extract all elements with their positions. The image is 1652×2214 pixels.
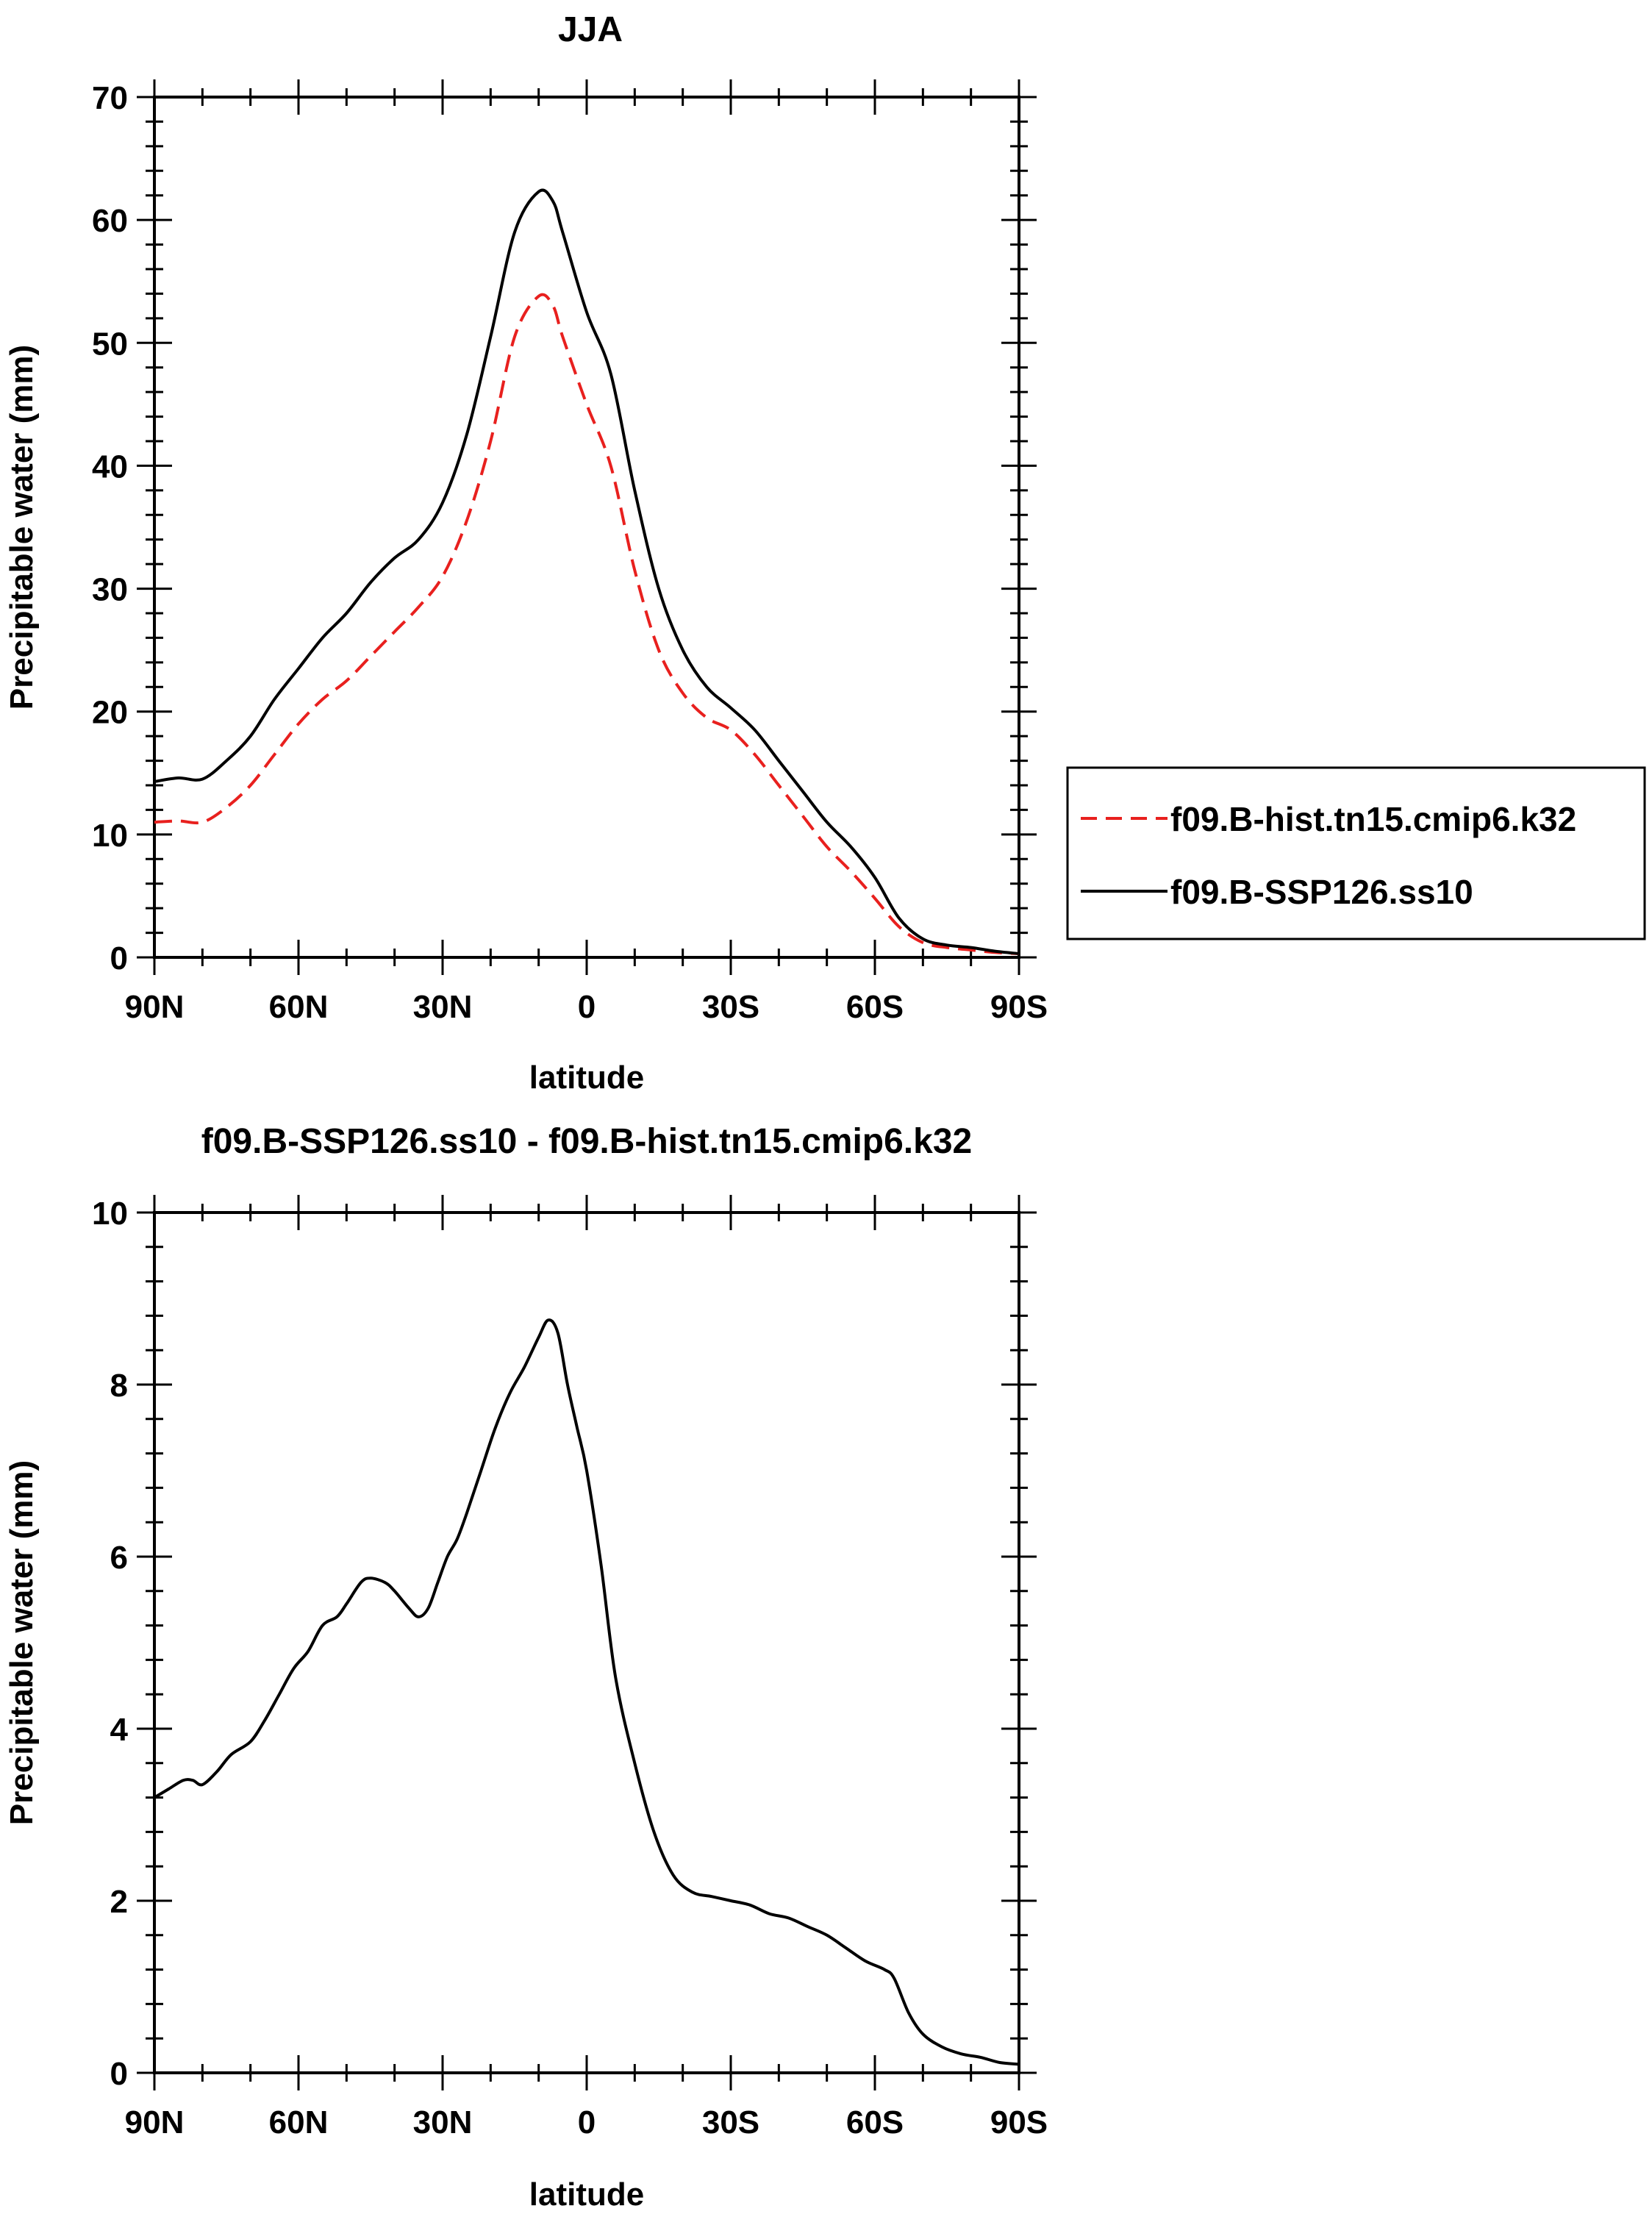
top-series-line-0 [154,293,1020,955]
bottom-x-tick-labels: 90N 60N 30N 0 30S 60S 90S [125,2104,1048,2140]
x-tick-label: 90N [125,2104,185,2140]
x-tick-label: 90S [990,2104,1048,2140]
top-x-axis-label: latitude [529,1060,644,1096]
top-tick-marks [137,79,1037,975]
bottom-x-axis-label: latitude [529,2176,644,2213]
x-tick-label: 60S [846,2104,904,2140]
top-series-line-1 [154,188,1020,955]
x-tick-label: 90S [990,989,1048,1025]
x-tick-label: 30N [413,989,473,1025]
bottom-chart: f09.B-SSP126.ss10 - f09.B-hist.tn15.cmip… [4,1122,1048,2213]
bot-series-line-0 [154,1318,1020,2066]
bottom-y-tick-labels: 0 2 4 6 8 10 [92,1196,128,2092]
bottom-series-lines [154,1318,1020,2066]
y-tick-label: 0 [110,940,128,976]
y-tick-label: 0 [110,2056,128,2092]
x-tick-label: 30S [702,2104,759,2140]
y-tick-label: 60 [92,203,128,239]
legend-label-hist: f09.B-hist.tn15.cmip6.k32 [1170,800,1576,838]
bottom-tick-marks [137,1195,1037,2090]
legend-label-ssp: f09.B-SSP126.ss10 [1170,873,1473,911]
y-tick-label: 20 [92,695,128,731]
x-tick-label: 60N [269,2104,329,2140]
y-tick-label: 40 [92,449,128,485]
y-tick-label: 8 [110,1368,128,1404]
y-tick-label: 2 [110,1884,128,1920]
y-tick-label: 6 [110,1540,128,1576]
top-x-tick-labels: 90N 60N 30N 0 30S 60S 90S [125,989,1048,1025]
y-tick-label: 10 [92,818,128,854]
y-tick-label: 50 [92,326,128,362]
legend-box [1066,766,1646,940]
top-y-tick-labels: 0 10 20 30 40 50 60 70 [92,80,128,976]
x-tick-label: 60S [846,989,904,1025]
y-tick-label: 10 [92,1196,128,1232]
top-y-axis-label: Precipitable water (mm) [4,345,40,710]
x-tick-label: 60N [269,989,329,1025]
x-tick-label: 30N [413,2104,473,2140]
y-tick-label: 30 [92,572,128,608]
legend: f09.B-hist.tn15.cmip6.k32 f09.B-SSP126.s… [1066,766,1646,940]
top-series-lines [154,188,1020,955]
x-tick-label: 0 [578,2104,596,2140]
y-tick-label: 70 [92,80,128,116]
x-tick-label: 90N [125,989,185,1025]
x-tick-label: 0 [578,989,596,1025]
top-chart-title: JJA [558,10,623,49]
y-tick-label: 4 [110,1712,129,1748]
x-tick-label: 30S [702,989,759,1025]
bottom-chart-title: f09.B-SSP126.ss10 - f09.B-hist.tn15.cmip… [201,1122,972,1161]
bottom-y-axis-label: Precipitable water (mm) [4,1460,40,1825]
